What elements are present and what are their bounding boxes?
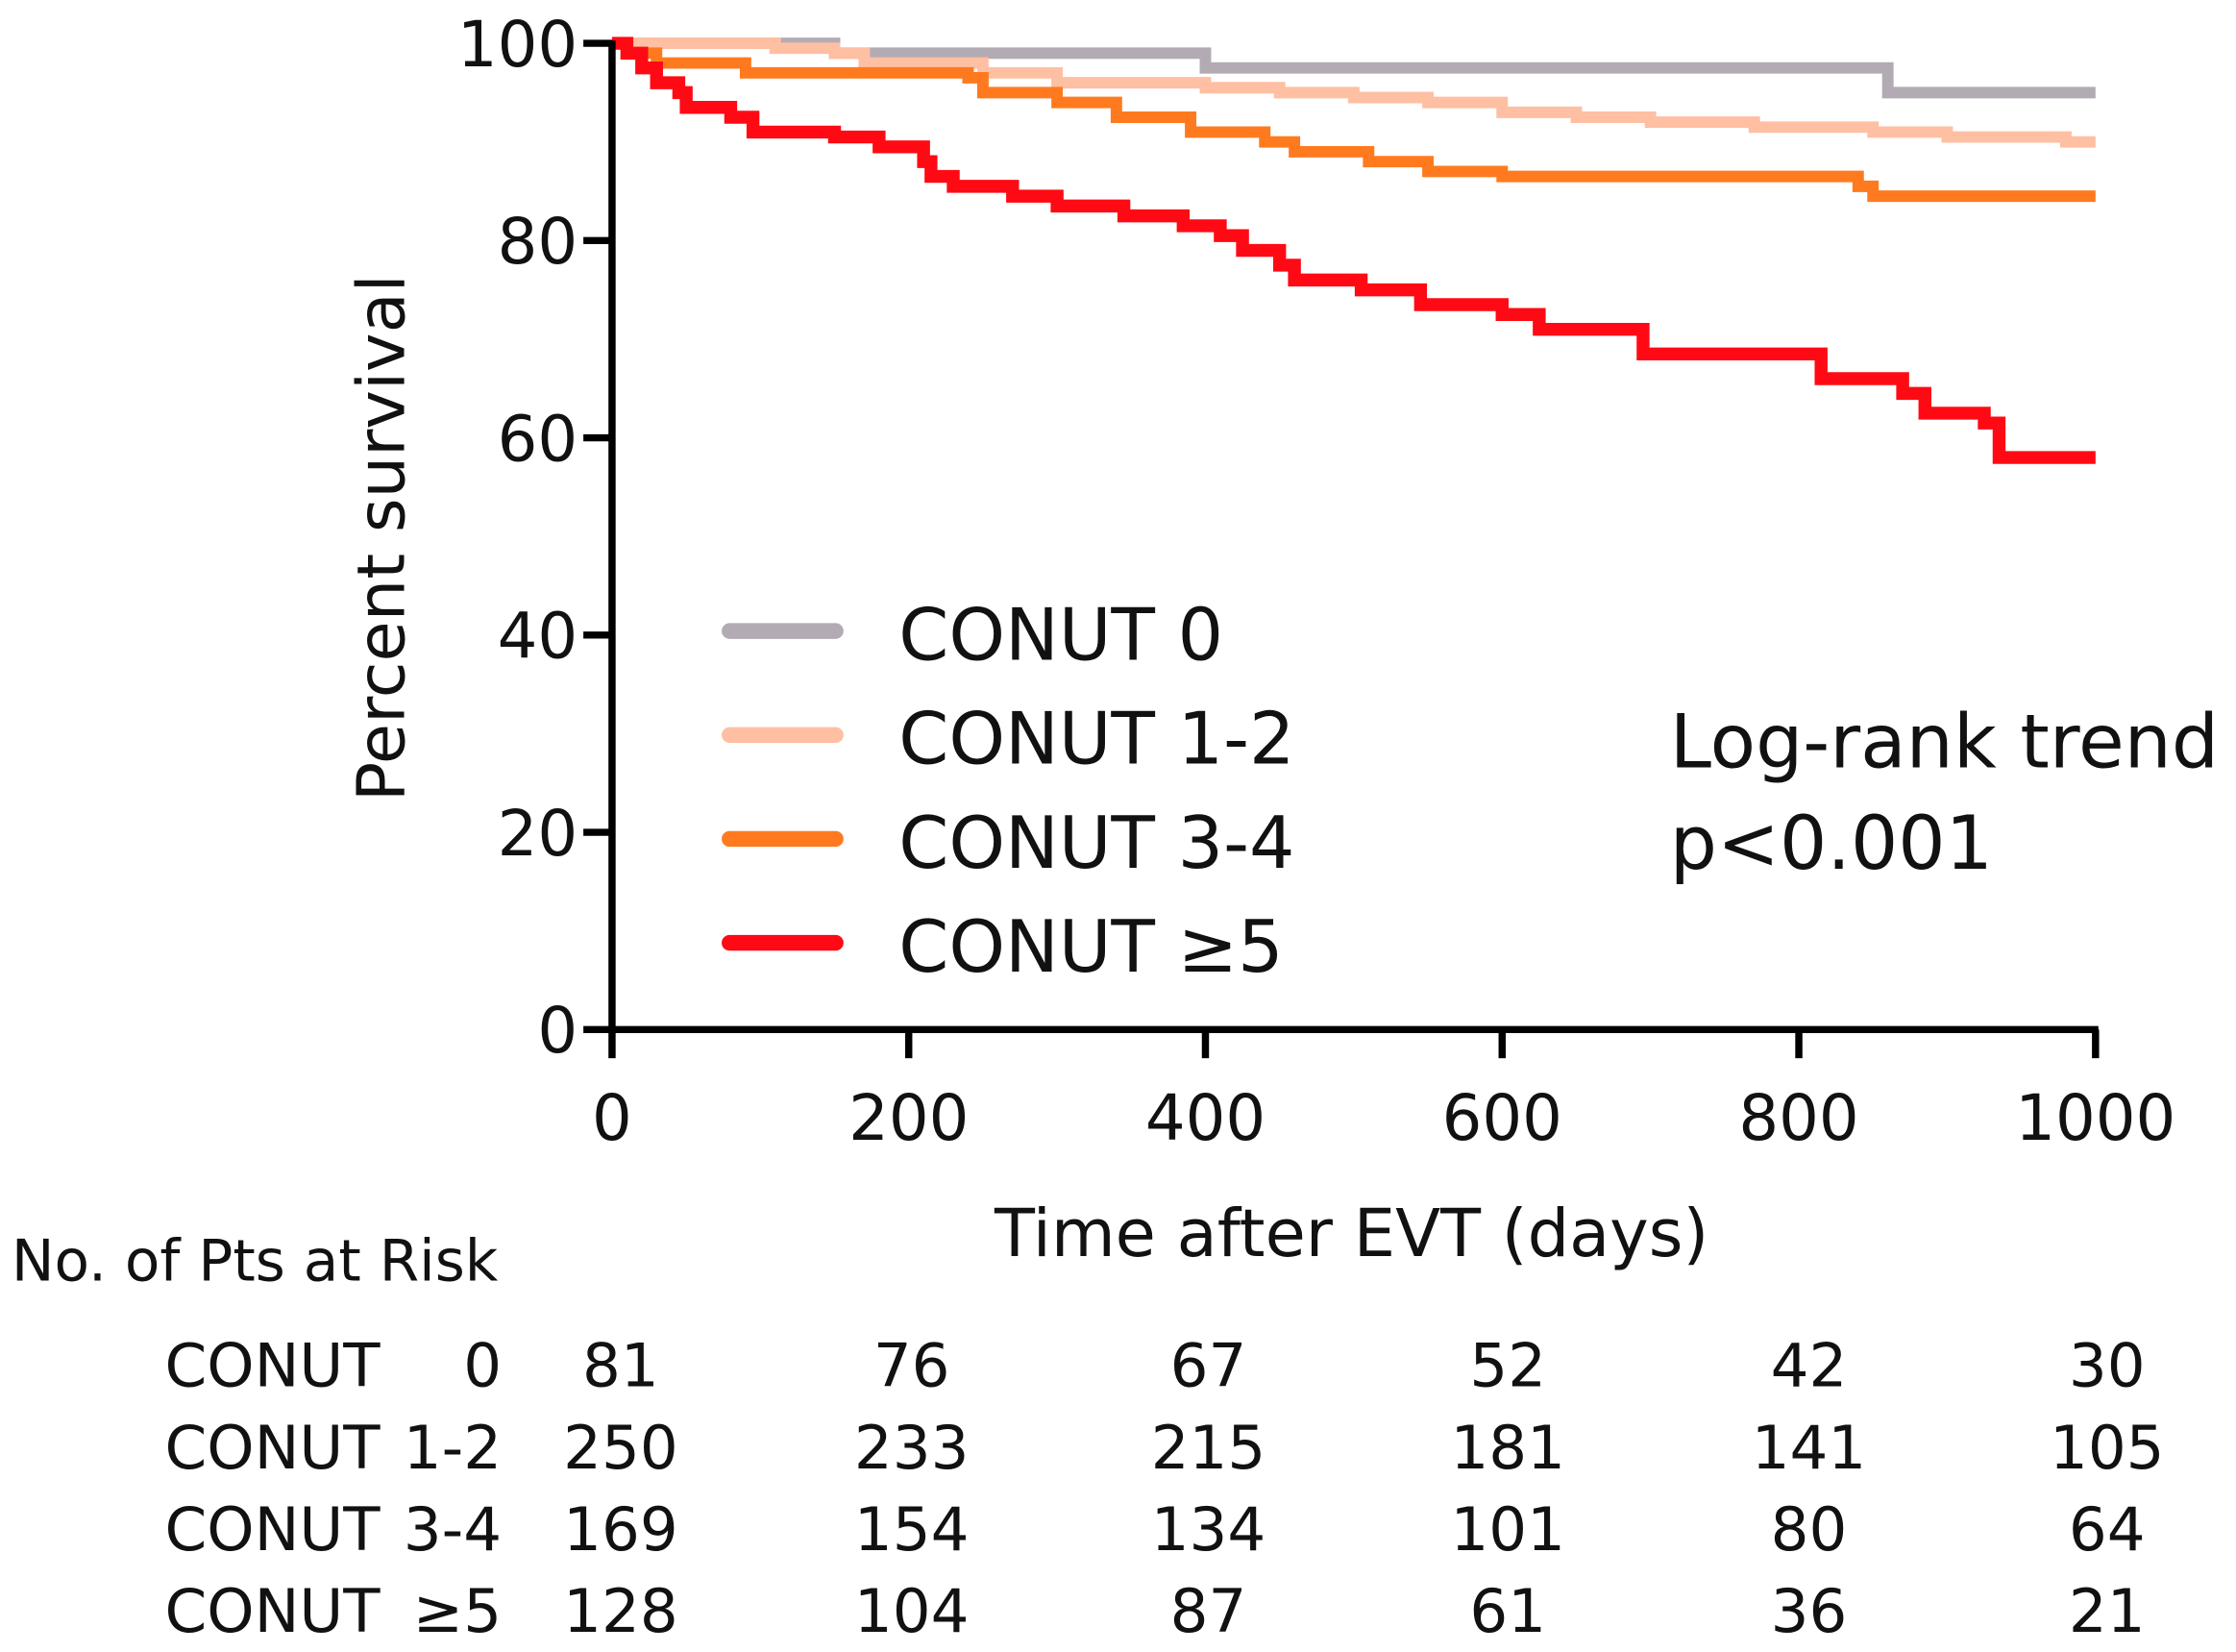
risk-value: 30 xyxy=(2069,1331,2146,1401)
series-line-2 xyxy=(611,37,2096,203)
legend-label: CONUT 3-4 xyxy=(898,801,1294,885)
risk-value: 169 xyxy=(563,1494,678,1565)
annotation-p-value: p<0.001 xyxy=(1670,801,1993,887)
y-tick-label: 80 xyxy=(498,206,578,279)
risk-value: 215 xyxy=(1151,1413,1266,1483)
legend-label: CONUT 1-2 xyxy=(898,698,1294,781)
series-line-1 xyxy=(611,37,2096,148)
risk-row-label: CONUT xyxy=(165,1413,381,1483)
survival-curves xyxy=(611,37,2096,464)
risk-value: 80 xyxy=(1771,1494,1848,1565)
risk-row-group: 0 xyxy=(463,1331,502,1401)
risk-value: 105 xyxy=(2050,1413,2165,1483)
legend: CONUT 0 CONUT 1-2 CONUT 3-4 CONUT ≥5 xyxy=(722,593,1295,989)
y-axis-label: Percent survival xyxy=(344,274,421,801)
y-tick-label: 20 xyxy=(498,798,578,871)
risk-value: 250 xyxy=(563,1413,678,1483)
legend-label: CONUT ≥5 xyxy=(898,905,1283,989)
risk-table-title: No. of Pts at Risk xyxy=(12,1228,499,1294)
risk-value: 52 xyxy=(1469,1331,1546,1401)
risk-table: CONUT 0 81 76 67 52 42 30 CONUT 1-2 250 233 215 181 14… xyxy=(165,1331,2165,1646)
risk-row-label: CONUT xyxy=(165,1494,381,1565)
risk-row-group: ≥5 xyxy=(413,1576,502,1646)
risk-row-group: 1-2 xyxy=(404,1413,502,1483)
y-tick-label: 60 xyxy=(498,403,578,476)
risk-value: 134 xyxy=(1151,1494,1266,1565)
x-tick-label: 800 xyxy=(1738,1082,1858,1155)
risk-row-group: 3-4 xyxy=(404,1494,502,1565)
risk-row-label: CONUT xyxy=(165,1331,381,1401)
y-ticks: 0 20 40 60 80 100 xyxy=(457,9,612,1068)
risk-value: 42 xyxy=(1771,1331,1848,1401)
risk-value: 64 xyxy=(2069,1494,2146,1565)
risk-value: 61 xyxy=(1469,1576,1546,1646)
legend-label: CONUT 0 xyxy=(898,593,1223,677)
risk-value: 67 xyxy=(1170,1331,1247,1401)
x-ticks: 0 200 400 600 800 1000 xyxy=(592,1029,2175,1155)
risk-value: 141 xyxy=(1752,1413,1867,1483)
y-tick-label: 0 xyxy=(537,995,577,1068)
risk-value: 128 xyxy=(563,1576,678,1646)
risk-row-label: CONUT xyxy=(165,1576,381,1646)
y-tick-label: 40 xyxy=(498,601,578,674)
y-tick-label: 100 xyxy=(457,9,577,82)
x-tick-label: 600 xyxy=(1442,1082,1562,1155)
x-axis-label: Time after EVT (days) xyxy=(994,1196,1708,1272)
risk-value: 21 xyxy=(2069,1576,2146,1646)
risk-value: 36 xyxy=(1771,1576,1848,1646)
risk-value: 87 xyxy=(1170,1576,1247,1646)
risk-value: 181 xyxy=(1450,1413,1565,1483)
risk-value: 154 xyxy=(854,1494,970,1565)
x-tick-label: 400 xyxy=(1145,1082,1265,1155)
risk-value: 81 xyxy=(582,1331,659,1401)
x-tick-label: 0 xyxy=(592,1082,632,1155)
x-tick-label: 200 xyxy=(848,1082,969,1155)
x-tick-label: 1000 xyxy=(2015,1082,2175,1155)
risk-value: 104 xyxy=(854,1576,970,1646)
annotation-test: Log-rank trend xyxy=(1670,699,2219,785)
risk-value: 101 xyxy=(1450,1494,1565,1565)
risk-value: 233 xyxy=(854,1413,970,1483)
risk-value: 76 xyxy=(873,1331,950,1401)
series-line-3 xyxy=(611,37,2096,464)
